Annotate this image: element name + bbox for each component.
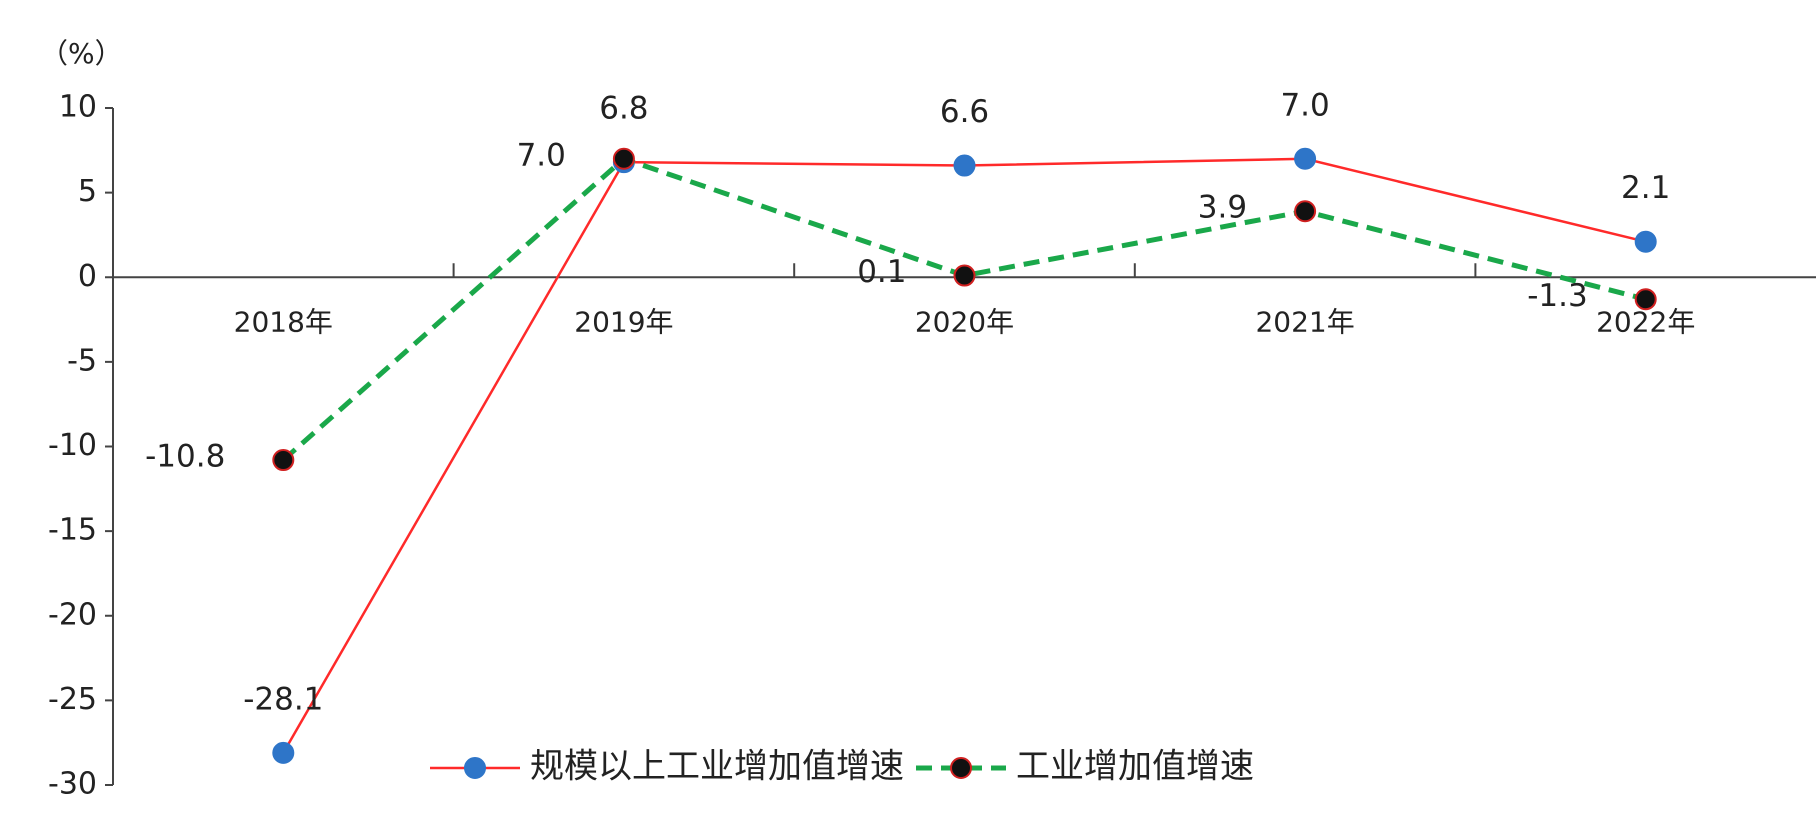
y-tick-label: -5: [67, 343, 97, 378]
y-tick-label: -15: [48, 513, 97, 548]
data-point: [1294, 200, 1317, 223]
y-tick-label: -30: [48, 767, 97, 802]
y-tick-label: -25: [48, 682, 97, 717]
x-tick-label: 2018年: [234, 305, 333, 338]
y-tick-label: -20: [48, 597, 97, 632]
data-point: [272, 741, 295, 764]
x-tick-label: 2021年: [1255, 305, 1354, 338]
legend-marker: [950, 757, 972, 779]
data-point: [1294, 147, 1317, 170]
data-label: -28.1: [243, 681, 323, 717]
y-tick-label: -10: [48, 428, 97, 463]
legend-label: 规模以上工业增加值增速: [530, 747, 904, 787]
x-tick-label: 2022年: [1596, 305, 1695, 338]
data-label: -10.8: [145, 439, 225, 475]
data-label: 2.1: [1621, 170, 1670, 206]
legend-marker: [464, 757, 486, 779]
data-label: 7.0: [517, 137, 566, 173]
data-label: -1.3: [1527, 278, 1588, 314]
legend-label: 工业增加值增速: [1016, 747, 1254, 787]
y-tick-label: 0: [78, 259, 97, 294]
data-label: 7.0: [1280, 87, 1329, 123]
data-point: [272, 449, 295, 472]
data-point: [953, 264, 976, 287]
data-point: [1634, 288, 1657, 311]
y-tick-label: 10: [59, 90, 97, 125]
x-tick-label: 2019年: [574, 305, 673, 338]
data-label: 0.1: [857, 254, 906, 290]
data-label: 6.6: [940, 94, 989, 130]
x-tick-label: 2020年: [915, 305, 1014, 338]
data-label: 3.9: [1198, 190, 1247, 226]
data-point: [953, 154, 976, 177]
data-label: 6.8: [599, 91, 648, 127]
data-point: [612, 147, 635, 170]
y-unit: （%）: [40, 37, 123, 70]
y-tick-label: 5: [78, 174, 97, 209]
data-point: [1634, 230, 1657, 253]
